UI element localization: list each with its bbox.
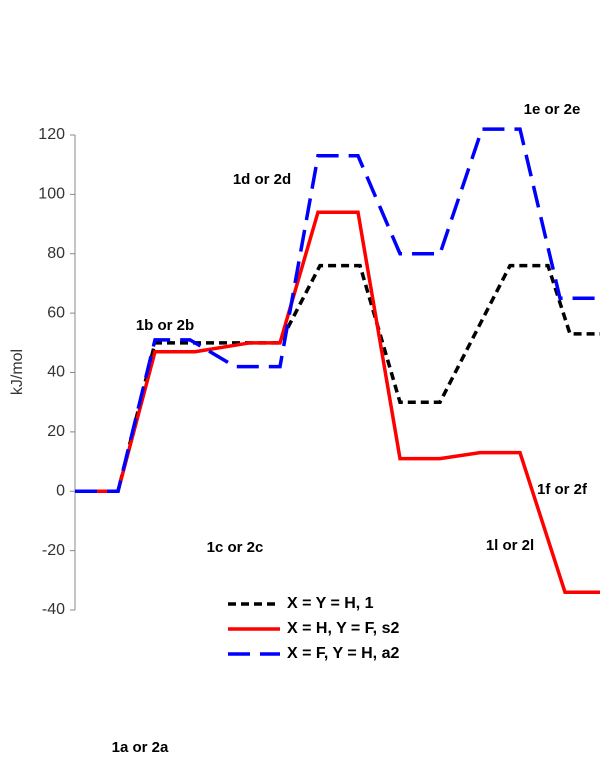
- y-tick-label: 60: [47, 304, 65, 321]
- state-label: 1d or 2d: [233, 171, 291, 188]
- state-label: 1e or 2e: [524, 101, 581, 118]
- legend-label: X = Y = H, 1: [287, 595, 374, 612]
- state-label: 1c or 2c: [207, 539, 264, 556]
- y-tick-label: 40: [47, 364, 65, 381]
- legend-label: X = H, Y = F, s2: [287, 620, 399, 637]
- y-tick-label: 80: [47, 245, 65, 262]
- legend-label: X = F, Y = H, a2: [287, 645, 399, 662]
- state-label: 1a or 2a: [112, 739, 169, 756]
- y-tick-label: -40: [42, 601, 65, 618]
- series-line: [75, 127, 600, 493]
- y-axis-label: kJ/mol: [9, 349, 26, 395]
- y-tick-label: 0: [56, 482, 65, 499]
- y-tick-label: 100: [38, 186, 65, 203]
- y-tick-label: -20: [42, 542, 65, 559]
- state-label: 1b or 2b: [136, 317, 194, 334]
- y-tick-label: 20: [47, 423, 65, 440]
- state-label: 1f or 2f: [537, 481, 588, 498]
- state-label: 1l or 2l: [486, 537, 534, 554]
- series-line: [75, 210, 600, 594]
- y-tick-label: 120: [38, 126, 65, 143]
